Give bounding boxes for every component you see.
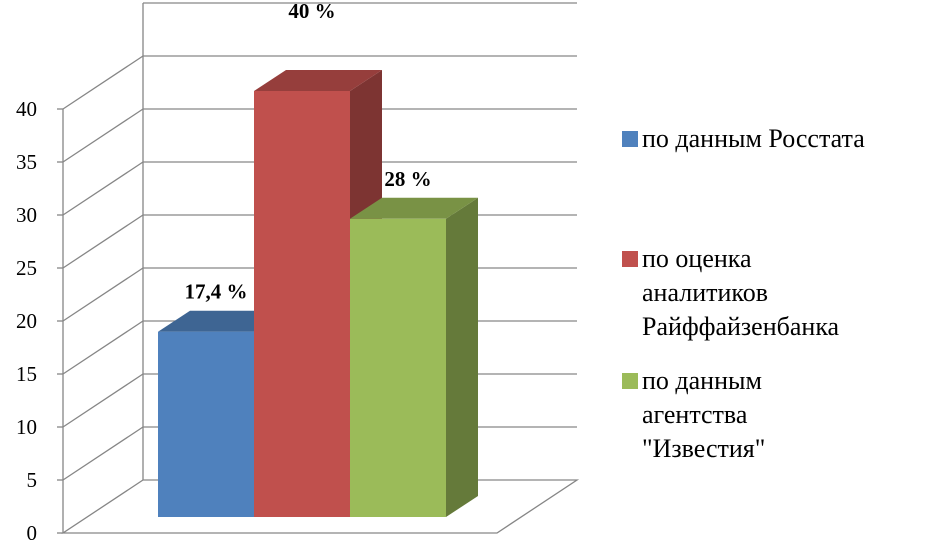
legend-swatch-raiffeisen xyxy=(622,251,638,267)
gridline-side xyxy=(62,267,144,322)
bar-front-face xyxy=(350,218,446,518)
data-label-1: 17,4 % xyxy=(185,280,248,304)
bar-3 xyxy=(350,197,478,518)
legend-item-rosstat: по данным Росстата xyxy=(622,122,922,156)
gridline-side xyxy=(62,55,144,110)
y-tick-label: 5 xyxy=(27,468,38,492)
legend-item-raiffeisen: по оценка аналитиков Райффайзенбанка xyxy=(622,242,862,344)
bar-front-face xyxy=(254,91,350,517)
y-tick-label: 40 xyxy=(16,97,37,121)
legend-label-raiffeisen: по оценка аналитиков Райффайзенбанка xyxy=(642,244,840,341)
gridline-side xyxy=(62,214,144,269)
y-tick-label: 35 xyxy=(16,150,37,174)
data-label-3: 28 % xyxy=(384,167,431,191)
data-label-2: 40 % xyxy=(288,0,335,23)
gridline-side xyxy=(62,320,144,375)
bars xyxy=(158,70,478,518)
gridline-side xyxy=(62,373,144,428)
gridline-side xyxy=(62,426,144,481)
data-labels: 17,4 % 40 % 28 % xyxy=(185,0,432,304)
gridline-side xyxy=(62,108,144,163)
gridline-side xyxy=(62,161,144,216)
y-tick-label: 20 xyxy=(16,309,37,333)
bar-side-face xyxy=(446,197,478,518)
legend-swatch-rosstat xyxy=(622,131,638,147)
bar-top-face xyxy=(254,70,382,91)
bar-top-face xyxy=(350,197,478,219)
bar-front-face xyxy=(158,331,254,517)
gridline-side-hidden xyxy=(63,3,143,56)
y-tick-label: 10 xyxy=(16,415,37,439)
y-tick-label: 25 xyxy=(16,256,37,280)
legend-swatch-izvestia xyxy=(622,373,638,389)
legend-label-rosstat: по данным Росстата xyxy=(642,124,865,153)
y-tick-label: 30 xyxy=(16,203,37,227)
y-tick-label: 15 xyxy=(16,362,37,386)
y-tick-label: 0 xyxy=(27,521,38,544)
y-axis-ticks: 0 5 10 15 20 25 30 35 40 xyxy=(16,97,63,544)
legend-item-izvestia: по данным агентства "Известия" xyxy=(622,364,812,466)
legend-label-izvestia: по данным агентства "Известия" xyxy=(642,366,766,463)
chart-floor xyxy=(60,479,580,534)
